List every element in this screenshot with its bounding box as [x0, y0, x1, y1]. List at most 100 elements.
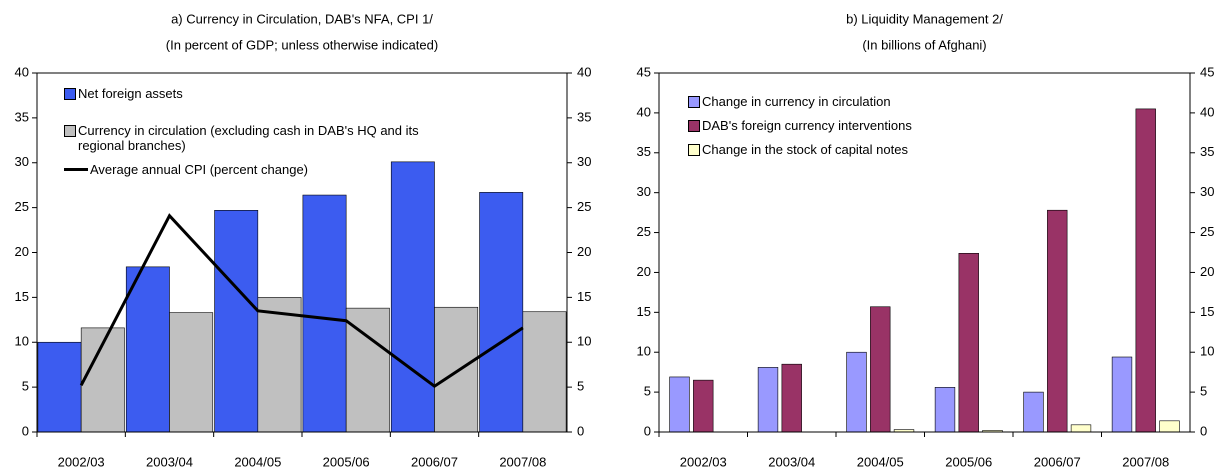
y2-tick-label: 35 — [577, 109, 591, 124]
x-tick-label: 2006/07 — [411, 454, 458, 469]
x-tick-label: 2004/05 — [234, 454, 281, 469]
y-tick-label: 5 — [644, 384, 651, 399]
bar — [958, 252, 979, 433]
bar — [345, 307, 390, 433]
legend-entry: DAB's foreign currency interventions — [688, 118, 1068, 133]
y-tick-label: 10 — [15, 334, 29, 349]
legend-entry: Net foreign assets — [64, 86, 464, 101]
legend-line — [64, 168, 88, 171]
y-tick-label: 35 — [637, 144, 651, 159]
y-tick-label: 30 — [637, 184, 651, 199]
bar — [1047, 209, 1068, 433]
legend-entry: Change in currency in circulation — [688, 94, 1068, 109]
y2-tick-label: 25 — [577, 199, 591, 214]
x-tick-label: 2006/07 — [1034, 454, 1081, 469]
y2-tick-label: 40 — [577, 64, 591, 79]
bar — [214, 210, 259, 433]
bar — [1111, 356, 1133, 433]
y-tick-label: 35 — [15, 109, 29, 124]
bar — [125, 266, 170, 433]
chart-subtitle: (In percent of GDP; unless otherwise ind… — [166, 37, 438, 52]
chart-subtitle: (In billions of Afghani) — [862, 37, 986, 52]
bar — [169, 312, 214, 433]
bar — [870, 306, 891, 433]
bar — [37, 341, 82, 433]
legend-swatch — [688, 144, 700, 156]
y-tick-label: 40 — [15, 64, 29, 79]
bar — [479, 192, 524, 433]
y2-tick-label: 20 — [577, 244, 591, 259]
y2-tick-label: 45 — [1200, 64, 1214, 79]
y2-tick-label: 20 — [1200, 264, 1214, 279]
y2-tick-label: 10 — [577, 334, 591, 349]
y-tick-label: 15 — [15, 289, 29, 304]
y2-tick-label: 25 — [1200, 224, 1214, 239]
line — [79, 213, 524, 389]
legend-entry: Currency in circulation (excluding cash … — [64, 123, 464, 153]
y2-tick-label: 30 — [577, 154, 591, 169]
y-tick-label: 10 — [637, 344, 651, 359]
bar — [390, 161, 435, 433]
legend-swatch — [688, 120, 700, 132]
x-tick-label: 2007/08 — [1122, 454, 1169, 469]
y-tick-label: 15 — [637, 304, 651, 319]
y-tick-label: 40 — [637, 104, 651, 119]
legend-label: Net foreign assets — [78, 86, 183, 101]
x-tick-label: 2002/03 — [680, 454, 727, 469]
y-tick-label: 0 — [644, 423, 651, 438]
chart-title: b) Liquidity Management 2/ — [846, 11, 1003, 26]
bar — [1023, 391, 1044, 433]
y2-tick-label: 35 — [1200, 144, 1214, 159]
legend-label: Change in currency in circulation — [702, 94, 891, 109]
x-tick-label: 2002/03 — [58, 454, 105, 469]
bar — [434, 306, 479, 433]
legend-swatch — [64, 88, 76, 100]
x-tick-label: 2007/08 — [499, 454, 546, 469]
y2-tick-label: 10 — [1200, 344, 1214, 359]
y2-tick-label: 15 — [1200, 304, 1214, 319]
bar — [757, 367, 779, 433]
bar — [693, 379, 714, 433]
y-tick-label: 0 — [22, 423, 29, 438]
legend-label: Change in the stock of capital notes — [702, 142, 908, 157]
x-tick-label: 2005/06 — [945, 454, 992, 469]
y2-tick-label: 15 — [577, 289, 591, 304]
y-tick-label: 45 — [637, 64, 651, 79]
bar — [934, 387, 956, 433]
bar — [302, 194, 347, 433]
bar — [1159, 420, 1180, 433]
y2-tick-label: 0 — [577, 423, 584, 438]
bar — [669, 376, 690, 433]
x-tick-label: 2004/05 — [857, 454, 904, 469]
y-tick-label: 25 — [15, 199, 29, 214]
x-tick-label: 2005/06 — [323, 454, 370, 469]
bar — [781, 363, 802, 433]
bar — [846, 351, 867, 433]
y2-tick-label: 40 — [1200, 104, 1214, 119]
y-tick-label: 30 — [15, 154, 29, 169]
x-tick-label: 2003/04 — [768, 454, 815, 469]
bar — [257, 297, 302, 433]
y2-tick-label: 0 — [1200, 423, 1207, 438]
y-tick-label: 5 — [22, 379, 29, 394]
y-tick-label: 25 — [637, 224, 651, 239]
bar — [1070, 424, 1092, 433]
bar — [1135, 108, 1156, 433]
bar — [522, 311, 567, 433]
legend-swatch — [64, 125, 76, 137]
x-tick-label: 2003/04 — [146, 454, 193, 469]
y2-tick-label: 30 — [1200, 184, 1214, 199]
legend-entry: Change in the stock of capital notes — [688, 142, 1068, 157]
legend-label: DAB's foreign currency interventions — [702, 118, 912, 133]
legend-label: Currency in circulation (excluding cash … — [78, 123, 419, 153]
legend-entry: Average annual CPI (percent change) — [64, 162, 464, 177]
chart-title: a) Currency in Circulation, DAB's NFA, C… — [171, 11, 433, 26]
y2-tick-label: 5 — [1200, 384, 1207, 399]
y-tick-label: 20 — [15, 244, 29, 259]
legend-label: Average annual CPI (percent change) — [90, 162, 309, 177]
y2-tick-label: 5 — [577, 379, 584, 394]
legend-swatch — [688, 96, 700, 108]
y-tick-label: 20 — [637, 264, 651, 279]
